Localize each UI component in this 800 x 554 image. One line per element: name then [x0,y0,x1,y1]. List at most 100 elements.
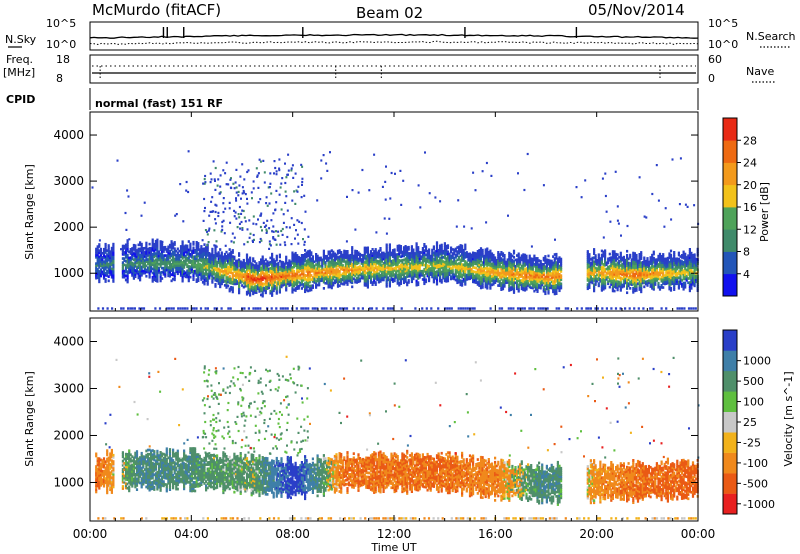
range-cell [137,243,140,247]
range-cell [167,272,170,276]
range-cell [495,277,498,281]
range-cell [252,257,255,260]
range-cell [473,274,476,278]
range-cell [600,266,603,269]
range-cell [150,265,153,269]
range-cell [622,282,625,286]
range-cell [294,251,297,255]
range-cell [402,250,406,253]
range-cell [263,268,266,271]
range-cell [476,252,479,255]
range-cell [121,263,124,267]
range-cell [305,278,308,282]
range-cell [382,268,385,271]
range-cell [605,278,608,281]
range-cell [588,271,591,275]
range-cell [192,274,195,277]
range-cell [624,279,627,283]
range-cell [308,280,311,284]
range-cell [217,257,220,261]
range-cell [665,263,668,267]
range-cell [201,249,205,253]
range-cell [335,274,338,277]
range-cell [148,261,151,265]
range-cell [632,251,635,255]
range-cell [153,278,156,281]
range-cell [360,276,363,280]
range-cell [647,281,651,285]
range-cell [495,275,498,279]
range-cell [618,274,621,278]
range-cell [126,278,129,282]
range-cell [165,264,168,268]
range-cell [241,263,244,267]
range-cell [520,254,523,258]
range-cell [197,242,200,245]
range-cell [157,271,161,274]
range-cell [468,262,472,266]
range-cell [362,274,365,278]
range-cell [269,256,272,260]
range-cell [156,263,159,267]
range-cell [511,281,514,285]
range-cell [223,267,227,271]
range-cell [445,265,448,269]
range-cell [310,278,313,281]
range-cell [308,264,311,267]
range-cell [636,274,640,277]
range-cell [479,276,483,279]
range-cell [247,291,250,295]
range-cell [509,263,512,267]
range-cell [517,267,520,270]
range-cell [632,278,635,282]
range-cell [516,279,519,282]
range-cell [172,242,175,246]
range-cell [450,275,453,279]
range-cell [126,266,129,269]
range-cell [462,265,465,269]
range-cell [302,266,305,270]
range-cell [294,287,297,290]
range-cell [486,276,489,280]
range-cell [95,247,98,251]
range-cell [410,263,413,267]
range-cell [636,265,640,269]
range-cell [156,246,159,250]
range-cell [470,274,473,278]
range-cell [591,281,594,285]
range-cell [636,282,640,286]
range-cell [159,277,162,281]
range-cell [369,270,373,274]
range-cell [154,244,157,247]
range-cell [536,286,539,289]
range-cell [255,264,258,267]
range-cell [321,266,324,270]
range-cell [647,264,651,268]
range-cell [373,281,376,284]
range-cell [214,278,217,282]
range-cell [393,260,396,264]
range-cell [128,260,131,264]
range-cell [621,256,624,260]
range-cell [205,254,208,258]
range-cell [465,276,468,279]
range-cell [154,258,157,262]
range-cell [586,285,589,288]
range-cell [448,254,451,258]
range-cell [225,269,228,273]
range-cell [170,267,173,270]
range-cell [234,270,238,273]
range-cell [208,258,211,261]
range-cell [380,253,384,257]
range-cell [291,282,294,286]
range-cell [501,264,505,268]
range-cell [517,254,520,258]
range-cell [495,258,498,262]
range-cell [146,252,150,255]
range-cell [346,276,349,280]
range-cell [401,252,404,256]
range-cell [178,260,181,263]
range-cell [398,281,401,285]
range-cell [457,272,461,276]
range-cell [344,277,347,280]
